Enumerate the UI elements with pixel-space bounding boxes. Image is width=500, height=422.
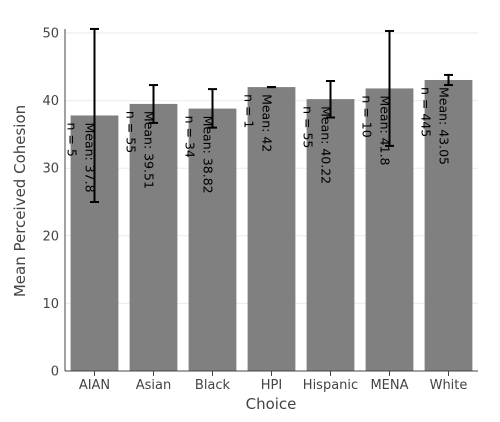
y-tick-label: 40 (42, 94, 59, 109)
x-tick-label: HPI (261, 378, 282, 393)
bar-mean-label: Mean: 40.22 (319, 106, 334, 184)
x-axis-title: Choice (246, 395, 297, 413)
bar-labels: Mean: 37.8n = 5 Mean: 39.51n = 55 Mean: 38… (65, 87, 452, 194)
bar-n-label: n = 445 (419, 87, 434, 137)
bar-n-label: n = 5 (65, 122, 80, 156)
bar (188, 108, 237, 372)
bars (70, 79, 473, 372)
bar-label: Mean: 40.22n = 55 (301, 106, 334, 184)
x-tick-label: MENA (370, 378, 408, 393)
x-tick-label: Black (195, 378, 231, 393)
axes: 0 10 20 30 40 50 AIAN Asian Black HPI Hispanic MENA… (42, 27, 478, 393)
error-bar (385, 29, 394, 147)
y-tick-label: 50 (42, 27, 59, 42)
bar-n-label: n = 55 (301, 106, 316, 148)
x-tick-label: Hispanic (303, 378, 358, 393)
bar-mean-label: Mean: 43.05 (437, 87, 452, 165)
error-bar (208, 88, 217, 129)
bar-label: Mean: 38.82n = 34 (183, 116, 216, 194)
error-bar (90, 27, 99, 203)
bar (247, 87, 296, 371)
bar (306, 99, 355, 372)
error-bar (326, 79, 335, 119)
error-bar (444, 73, 453, 87)
x-tick-label: AIAN (79, 378, 110, 393)
y-axis-title: Mean Perceived Cohesion (11, 105, 29, 297)
bar (129, 103, 178, 371)
bar-mean-label: Mean: 38.82 (201, 116, 216, 194)
bar-n-label: n = 34 (183, 116, 198, 158)
y-tick-label: 0 (51, 365, 59, 380)
error-bars (90, 27, 453, 203)
bar-n-label: n = 1 (242, 94, 257, 128)
bar-label: Mean: 42n = 1 (242, 94, 275, 152)
bar-mean-label: Mean: 39.51 (142, 111, 157, 189)
x-tick-label: White (430, 378, 468, 393)
bar (424, 79, 473, 372)
y-tick-label: 20 (42, 229, 59, 244)
y-tick-label: 30 (42, 162, 59, 177)
bar-mean-label: Mean: 42 (260, 94, 275, 152)
bar-n-label: n = 10 (360, 95, 375, 137)
y-tick-label: 10 (42, 297, 59, 312)
x-tick-label: Asian (136, 378, 171, 393)
bar-label: Mean: 43.05n = 445 (419, 87, 452, 165)
bar-label: Mean: 39.51n = 55 (124, 111, 157, 189)
error-bar (149, 84, 158, 124)
bar-n-label: n = 55 (124, 111, 139, 153)
